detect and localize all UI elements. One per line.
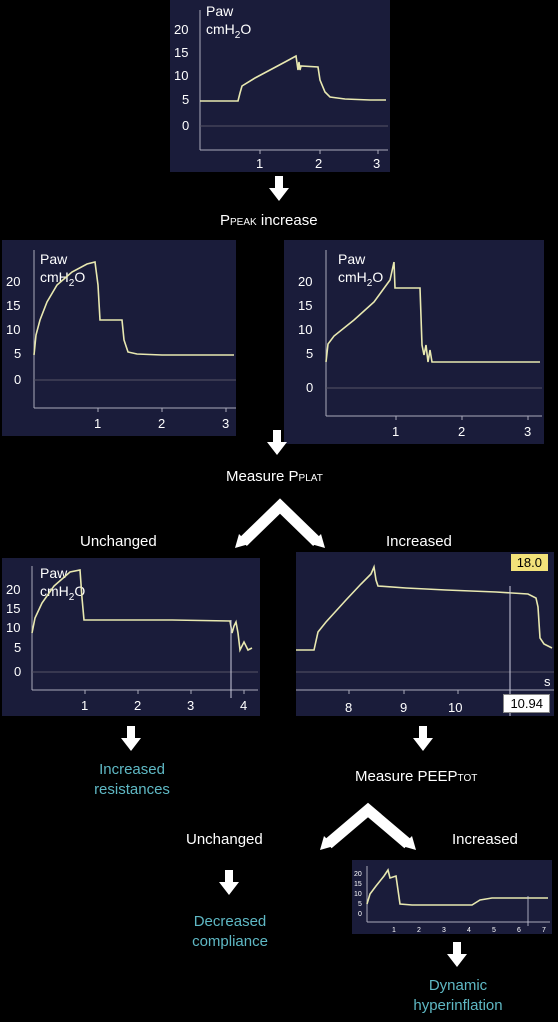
x-tick: 1	[392, 927, 396, 934]
y-tick: 15	[354, 881, 362, 888]
paw-label: Paw cmH2O	[338, 251, 384, 289]
dynamic-hyperinflation-text: Dynamic hyperinflation	[413, 977, 503, 1014]
increased-resistances-text: Increased resistances	[94, 761, 170, 798]
x-unit-label: s	[544, 674, 551, 689]
x-tick: 1	[94, 416, 101, 431]
pressure-trace	[325, 261, 540, 363]
top-waveform-chart: 20 15 10 5 0 1 2 3	[174, 10, 388, 171]
x-tick: 2	[134, 698, 141, 713]
y-tick: 20	[174, 22, 188, 37]
decreased-compliance-text: Decreased compliance	[192, 913, 268, 950]
y-tick: 5	[306, 346, 313, 361]
lower-left-waveform-panel: Paw cmH2O 20 15 10 5 0 1 2 3 4	[2, 558, 260, 716]
x-tick: 9	[400, 700, 407, 715]
mid-left-waveform-panel: Paw cmH2O 20 15 10 5 0 1 2 3	[2, 240, 236, 436]
y-tick: 5	[14, 640, 21, 655]
y-tick: 0	[306, 380, 313, 395]
y-tick: 10	[174, 68, 188, 83]
x-tick: 3	[442, 927, 446, 934]
down-arrow-icon	[219, 870, 239, 895]
x-tick: 2	[458, 424, 465, 439]
x-tick: 6	[517, 927, 521, 934]
y-tick: 0	[358, 911, 362, 918]
x-tick: 10	[448, 700, 462, 715]
x-tick: 2	[158, 416, 165, 431]
lower-left-waveform-chart: 20 15 10 5 0 1 2 3 4	[6, 566, 258, 713]
y-tick: 20	[6, 582, 20, 597]
small-waveform-chart: 20 15 10 5 0 1 2 3 4 5 6 7	[354, 866, 550, 934]
mid-left-waveform-chart: 20 15 10 5 0 1 2 3	[6, 250, 236, 431]
x-tick: 2	[315, 156, 322, 171]
x-tick: 3	[187, 698, 194, 713]
y-tick: 0	[182, 118, 189, 133]
y-tick: 20	[6, 274, 20, 289]
value-badge-top: 18.0	[510, 554, 548, 571]
y-tick: 15	[174, 45, 188, 60]
y-tick: 15	[298, 298, 312, 313]
y-tick: 5	[182, 92, 189, 107]
y-tick: 20	[298, 274, 312, 289]
lower-right-waveform-panel: 8 9 10 s 18.0 10.94	[296, 552, 554, 716]
x-tick: 3	[222, 416, 229, 431]
mid-right-waveform-panel: Paw cmH2O 20 15 10 5 0 1 2 3	[284, 240, 544, 444]
pressure-trace	[200, 54, 386, 102]
x-tick: 3	[524, 424, 531, 439]
lower-right-waveform-chart: 8 9 10 s	[296, 564, 554, 716]
pressure-trace	[296, 564, 553, 651]
measure-peeptot-label: Measure PEEPTOT	[355, 768, 478, 785]
increased-label-2: Increased	[452, 831, 518, 848]
down-arrow-icon	[413, 726, 433, 751]
y-tick: 5	[358, 901, 362, 908]
mid-right-waveform-chart: 20 15 10 5 0 1 2 3	[298, 250, 542, 439]
y-tick: 15	[6, 298, 20, 313]
split-arrow-icon	[235, 498, 325, 548]
pressure-trace	[31, 569, 253, 653]
y-tick: 0	[14, 664, 21, 679]
x-tick: 1	[256, 156, 263, 171]
y-tick: 5	[14, 346, 21, 361]
down-arrow-icon	[267, 430, 287, 455]
value-badge-bottom: 10.94	[503, 694, 550, 713]
y-tick: 10	[6, 322, 20, 337]
x-tick: 5	[492, 927, 496, 934]
y-tick: 10	[6, 620, 20, 635]
x-tick: 7	[542, 927, 546, 934]
y-tick: 15	[6, 601, 20, 616]
small-waveform-panel: 20 15 10 5 0 1 2 3 4 5 6 7	[352, 860, 552, 934]
y-tick: 10	[354, 891, 362, 898]
x-tick: 3	[373, 156, 380, 171]
unchanged-label-1: Unchanged	[80, 533, 157, 550]
down-arrow-icon	[269, 176, 289, 201]
x-tick: 8	[345, 700, 352, 715]
top-waveform-panel: Paw cmH2O 20 15 10 5 0 1 2 3	[170, 0, 390, 172]
increased-label-1: Increased	[386, 533, 452, 550]
y-tick: 10	[298, 322, 312, 337]
x-tick: 1	[81, 698, 88, 713]
x-tick: 1	[392, 424, 399, 439]
split-arrow-icon	[320, 802, 416, 850]
measure-pplat-label: Measure PPLAT	[226, 468, 323, 485]
y-tick: 20	[354, 871, 362, 878]
paw-label: Paw cmH2O	[206, 3, 252, 41]
x-tick: 4	[467, 927, 471, 934]
x-tick: 4	[240, 698, 247, 713]
pressure-trace	[366, 868, 548, 906]
down-arrow-icon	[121, 726, 141, 751]
x-tick: 2	[417, 927, 421, 934]
pressure-trace	[33, 261, 234, 356]
down-arrow-icon	[447, 942, 467, 967]
unchanged-label-2: Unchanged	[186, 831, 263, 848]
ppeak-increase-label: PPEAK increase	[220, 212, 318, 229]
y-tick: 0	[14, 372, 21, 387]
